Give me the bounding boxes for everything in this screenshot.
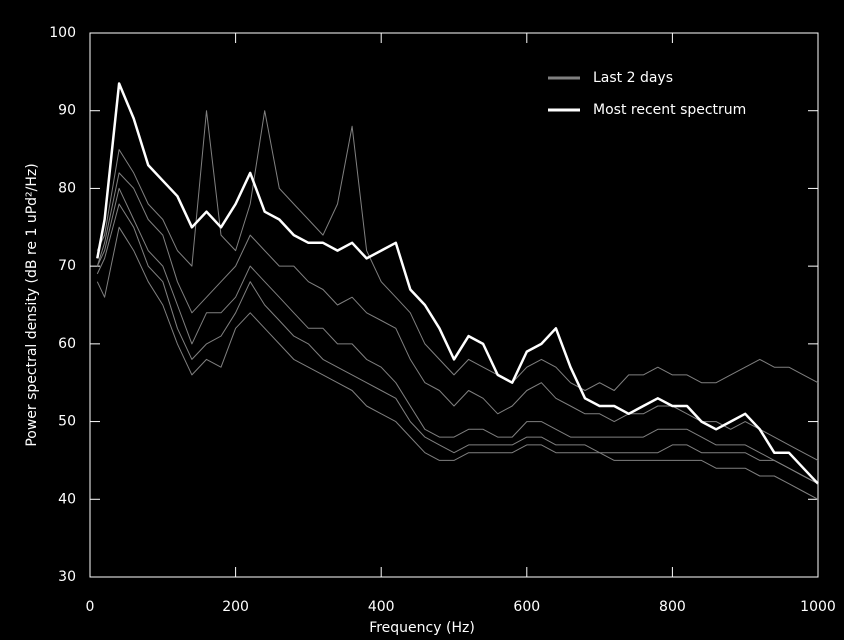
- history-line: [96, 187, 819, 485]
- x-tick-label: 0: [86, 599, 95, 615]
- x-tick-label: 200: [222, 599, 249, 615]
- history-line: [96, 110, 819, 391]
- history-line: [96, 203, 819, 485]
- y-tick-label: 50: [58, 414, 76, 430]
- history-line: [96, 226, 819, 500]
- x-axis-label: Frequency (Hz): [369, 620, 475, 636]
- x-tick-label: 400: [368, 599, 395, 615]
- y-tick-label: 40: [58, 491, 76, 507]
- history-line: [96, 172, 819, 461]
- y-tick-label: 70: [58, 258, 76, 274]
- x-tick-label: 600: [513, 599, 540, 615]
- recent-line: [96, 82, 819, 485]
- y-tick-label: 60: [58, 336, 76, 352]
- y-tick-label: 100: [49, 25, 76, 41]
- x-tick-label: 800: [659, 599, 686, 615]
- y-tick-label: 80: [58, 180, 76, 196]
- y-axis-label: Power spectral density (dB re 1 uPd²/Hz): [24, 163, 40, 446]
- plot-frame: [89, 32, 819, 578]
- legend-label: Last 2 days: [593, 70, 673, 86]
- y-tick-label: 30: [58, 569, 76, 585]
- y-tick-label: 90: [58, 103, 76, 119]
- legend-label: Most recent spectrum: [593, 102, 746, 118]
- x-tick-label: 1000: [800, 599, 836, 615]
